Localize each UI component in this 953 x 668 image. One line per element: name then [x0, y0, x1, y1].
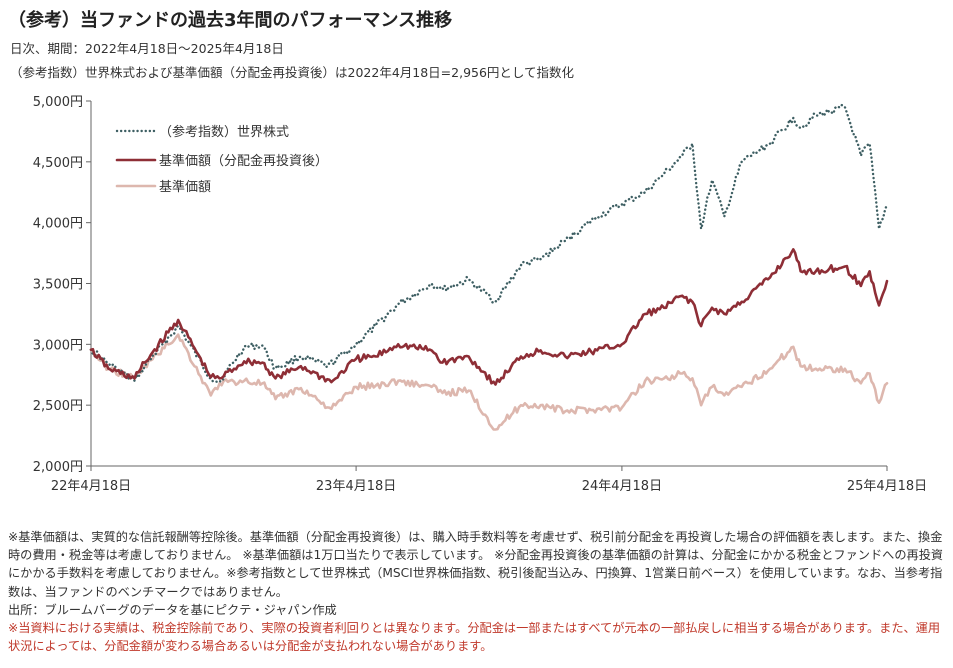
index-series-line — [89, 103, 889, 384]
y-tick-label: 3,000円 — [33, 338, 83, 353]
y-tick-label: 2,000円 — [33, 460, 83, 475]
reinvested-series-line — [89, 248, 889, 386]
nav-series-line — [89, 333, 889, 431]
y-tick-label: 3,500円 — [33, 278, 83, 293]
chart-axes: 2,000円 2,500円 3,000円 3,500円 4,000円 4,500円 5,00… — [33, 95, 927, 494]
page-title: （参考）当ファンドの過去3年間のパフォーマンス推移 — [8, 10, 453, 31]
chart-series — [89, 103, 889, 431]
index-subtitle: （参考指数）世界株式および基準価額（分配金再投資後）は2022年4月18日=2,… — [10, 65, 575, 80]
disclaimer-text: ※当資料における実績は、税金控除前であり、実際の投資者利回りとは異なります。分配… — [8, 621, 941, 654]
y-tick-label: 4,000円 — [33, 217, 83, 232]
legend-label: （参考指数）世界株式 — [159, 124, 289, 140]
source-note: 出所：ブルームバーグのデータを基にピクテ・ジャパン作成 — [8, 602, 337, 617]
x-tick-label: 23年4月18日 — [316, 479, 396, 494]
x-tick-label: 22年4月18日 — [51, 479, 131, 494]
y-tick-label: 2,500円 — [33, 399, 83, 414]
y-tick-label: 5,000円 — [33, 95, 83, 110]
legend-label: 基準価額 — [159, 179, 211, 195]
legend-label: 基準価額（分配金再投資後） — [159, 153, 328, 169]
footnote-text: ※基準価額は、実質的な信託報酬等控除後。基準価額（分配金再投資後）は、購入時手数… — [8, 530, 944, 599]
x-tick-label: 25年4月18日 — [847, 479, 927, 494]
footnotes: ※基準価額は、実質的な信託報酬等控除後。基準価額（分配金再投資後）は、購入時手数… — [8, 528, 948, 655]
performance-chart: 2,000円 2,500円 3,000円 3,500円 4,000円 4,500円 5,00… — [33, 95, 927, 494]
period-subtitle: 日次、期間：2022年4月18日～2025年4月18日 — [10, 41, 284, 56]
x-tick-label: 24年4月18日 — [582, 479, 662, 494]
y-tick-label: 4,500円 — [33, 156, 83, 171]
